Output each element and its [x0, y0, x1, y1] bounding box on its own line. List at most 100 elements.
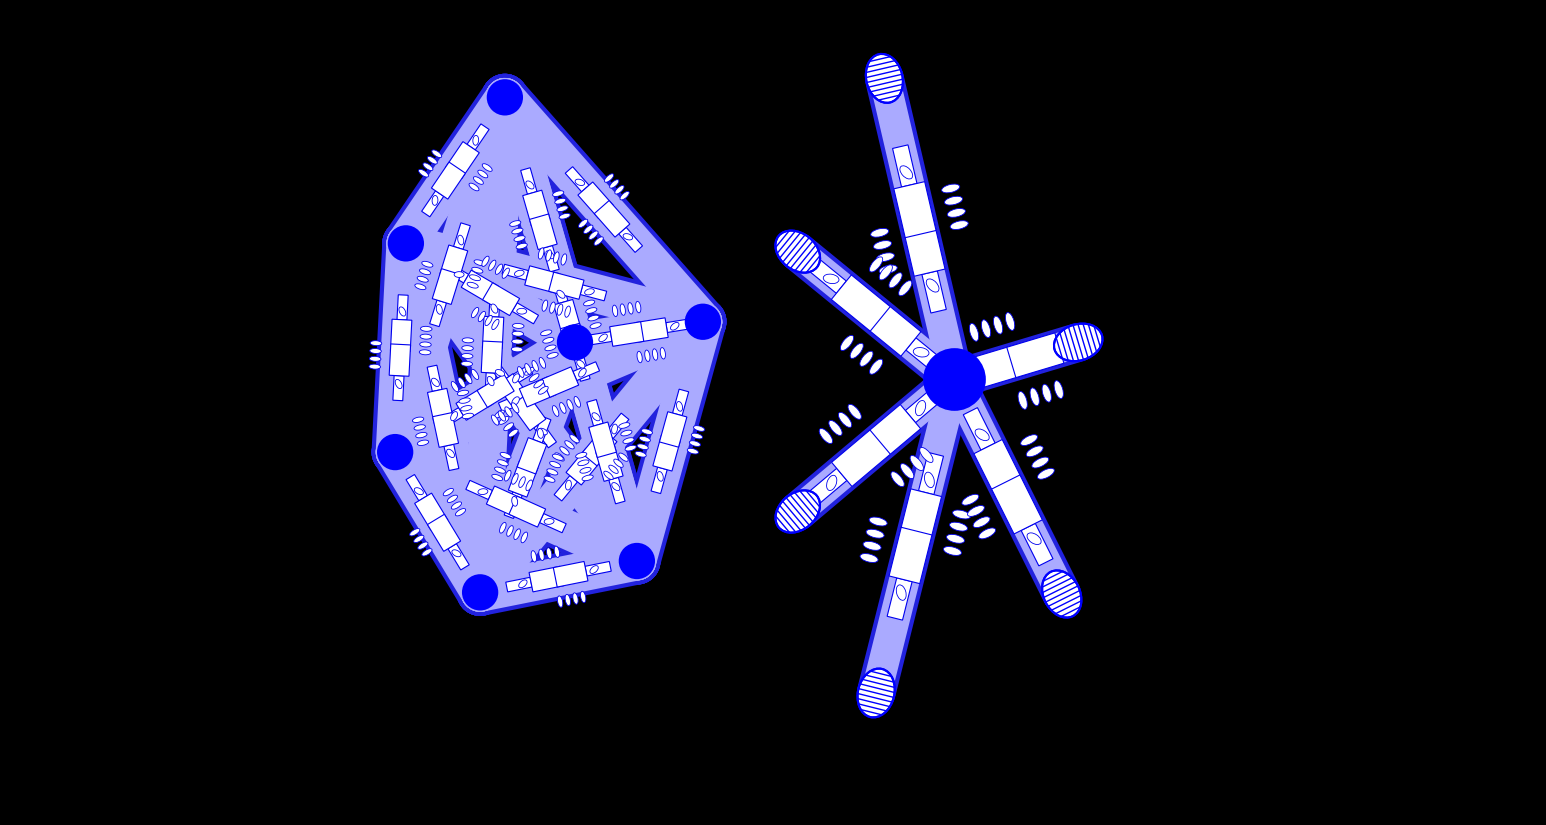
- Ellipse shape: [858, 668, 895, 718]
- Ellipse shape: [507, 526, 513, 536]
- Polygon shape: [553, 475, 578, 501]
- Ellipse shape: [417, 440, 428, 446]
- Ellipse shape: [994, 316, 1003, 334]
- Ellipse shape: [776, 490, 819, 533]
- Ellipse shape: [513, 529, 521, 540]
- Ellipse shape: [575, 179, 584, 186]
- Polygon shape: [456, 387, 493, 420]
- Ellipse shape: [592, 412, 600, 421]
- Polygon shape: [502, 264, 529, 280]
- Ellipse shape: [591, 566, 598, 573]
- Ellipse shape: [900, 166, 912, 179]
- Ellipse shape: [824, 274, 839, 284]
- Ellipse shape: [414, 488, 424, 495]
- Ellipse shape: [450, 412, 458, 421]
- Ellipse shape: [635, 451, 646, 457]
- Ellipse shape: [604, 174, 614, 182]
- Ellipse shape: [526, 181, 533, 189]
- Polygon shape: [832, 275, 890, 331]
- Polygon shape: [427, 365, 442, 391]
- Polygon shape: [390, 344, 411, 376]
- Ellipse shape: [478, 311, 485, 322]
- Ellipse shape: [1054, 380, 1064, 398]
- Ellipse shape: [499, 452, 512, 459]
- Ellipse shape: [451, 502, 462, 509]
- Polygon shape: [578, 182, 614, 219]
- Polygon shape: [391, 319, 411, 351]
- Ellipse shape: [638, 436, 651, 442]
- Polygon shape: [906, 385, 946, 422]
- Polygon shape: [407, 474, 427, 501]
- Ellipse shape: [566, 480, 572, 490]
- Ellipse shape: [838, 412, 852, 427]
- Ellipse shape: [419, 342, 431, 347]
- Polygon shape: [482, 316, 504, 349]
- Ellipse shape: [512, 403, 519, 413]
- Ellipse shape: [462, 413, 473, 418]
- Polygon shape: [512, 303, 538, 324]
- Ellipse shape: [574, 593, 578, 604]
- Ellipse shape: [540, 549, 544, 560]
- Polygon shape: [438, 408, 464, 429]
- Ellipse shape: [920, 447, 934, 463]
- Ellipse shape: [458, 390, 468, 396]
- Ellipse shape: [561, 254, 567, 265]
- Ellipse shape: [546, 251, 553, 259]
- Ellipse shape: [419, 269, 431, 275]
- Polygon shape: [566, 448, 601, 485]
- Polygon shape: [595, 446, 623, 481]
- Ellipse shape: [560, 446, 569, 455]
- Ellipse shape: [499, 522, 506, 533]
- Ellipse shape: [954, 371, 968, 384]
- Polygon shape: [887, 578, 912, 620]
- Ellipse shape: [473, 135, 479, 145]
- Polygon shape: [461, 270, 498, 303]
- Polygon shape: [609, 478, 625, 504]
- Ellipse shape: [421, 327, 431, 332]
- Ellipse shape: [620, 304, 626, 315]
- Polygon shape: [445, 142, 479, 179]
- Ellipse shape: [495, 410, 504, 418]
- Ellipse shape: [598, 334, 608, 342]
- Polygon shape: [553, 299, 581, 335]
- Circle shape: [685, 304, 720, 340]
- Ellipse shape: [512, 474, 518, 484]
- Ellipse shape: [558, 596, 563, 607]
- Polygon shape: [543, 246, 560, 272]
- Ellipse shape: [691, 433, 702, 439]
- Ellipse shape: [982, 320, 991, 337]
- Ellipse shape: [898, 280, 912, 296]
- Ellipse shape: [492, 474, 502, 481]
- Ellipse shape: [577, 360, 584, 368]
- Circle shape: [377, 434, 413, 470]
- Ellipse shape: [914, 347, 929, 357]
- Ellipse shape: [529, 374, 540, 382]
- Ellipse shape: [513, 236, 526, 242]
- Ellipse shape: [637, 444, 648, 450]
- Ellipse shape: [473, 177, 484, 184]
- Ellipse shape: [552, 454, 563, 460]
- Polygon shape: [673, 389, 688, 416]
- Ellipse shape: [512, 229, 523, 234]
- Ellipse shape: [942, 184, 960, 193]
- Ellipse shape: [1037, 469, 1054, 479]
- Ellipse shape: [1031, 457, 1048, 468]
- Polygon shape: [498, 394, 526, 412]
- Polygon shape: [506, 578, 532, 592]
- Ellipse shape: [1027, 446, 1044, 457]
- Ellipse shape: [557, 304, 563, 315]
- Ellipse shape: [431, 378, 439, 386]
- Polygon shape: [861, 404, 921, 461]
- Ellipse shape: [513, 374, 519, 383]
- Ellipse shape: [1027, 533, 1040, 544]
- Ellipse shape: [519, 580, 527, 587]
- Ellipse shape: [526, 480, 532, 491]
- Ellipse shape: [628, 303, 634, 314]
- Ellipse shape: [552, 191, 564, 196]
- Polygon shape: [465, 480, 493, 500]
- Ellipse shape: [587, 315, 598, 321]
- Polygon shape: [481, 341, 502, 374]
- Ellipse shape: [560, 403, 566, 413]
- Ellipse shape: [612, 424, 617, 434]
- Ellipse shape: [566, 594, 570, 606]
